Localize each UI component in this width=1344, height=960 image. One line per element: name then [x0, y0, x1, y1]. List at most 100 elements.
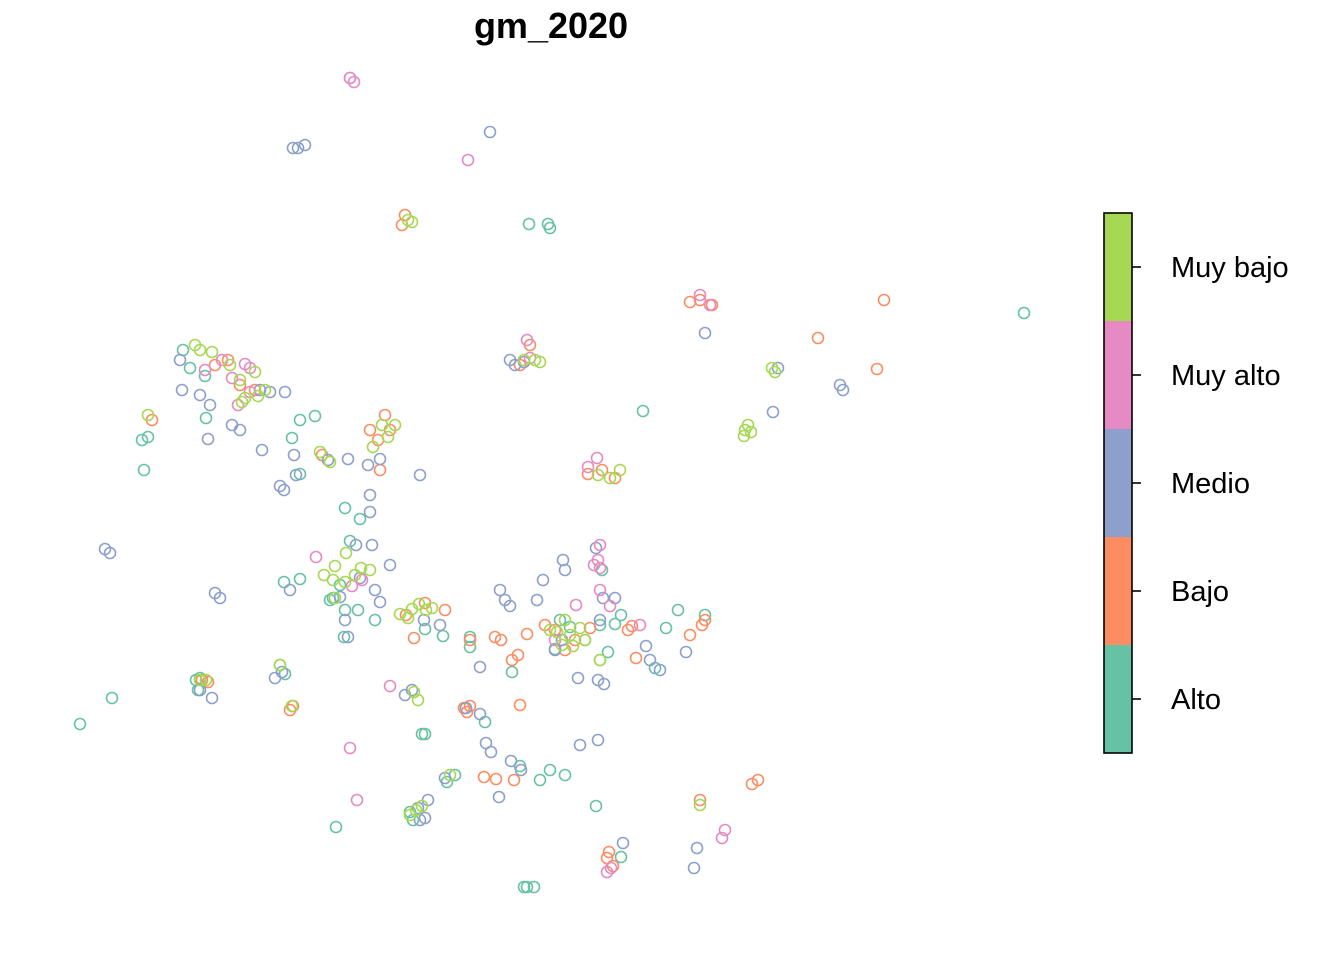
- data-point: [517, 880, 531, 894]
- data-point: [558, 563, 572, 577]
- data-point: [603, 599, 617, 613]
- data-point: [363, 563, 377, 577]
- data-point: [633, 618, 647, 632]
- data-point: [275, 665, 289, 679]
- data-point: [289, 468, 303, 482]
- legend-label: Alto: [1171, 684, 1221, 716]
- data-point: [870, 362, 884, 376]
- data-point: [328, 559, 342, 573]
- data-point: [383, 679, 397, 693]
- data-point: [199, 673, 213, 687]
- data-point: [418, 622, 432, 636]
- data-point: [411, 693, 425, 707]
- data-point: [639, 639, 653, 653]
- data-point: [596, 591, 610, 605]
- data-point: [590, 451, 604, 465]
- data-point: [233, 373, 247, 387]
- data-point: [718, 823, 732, 837]
- data-point: [323, 455, 337, 469]
- data-point: [363, 423, 377, 437]
- data-point: [368, 613, 382, 627]
- data-point: [349, 538, 363, 552]
- data-point: [208, 586, 222, 600]
- data-point: [608, 617, 622, 631]
- data-point: [199, 411, 213, 425]
- data-point: [366, 440, 380, 454]
- legend-label: Medio: [1171, 468, 1250, 500]
- data-point: [581, 460, 595, 474]
- data-point: [514, 763, 528, 777]
- data-point: [488, 630, 502, 644]
- data-point: [608, 591, 622, 605]
- data-point: [741, 418, 755, 432]
- data-point: [278, 385, 292, 399]
- data-point: [591, 468, 605, 482]
- data-point: [513, 698, 527, 712]
- data-point: [698, 326, 712, 340]
- data-point: [558, 768, 572, 782]
- data-point: [550, 625, 564, 639]
- data-point: [593, 583, 607, 597]
- data-point: [273, 658, 287, 672]
- data-point: [341, 452, 355, 466]
- data-point: [493, 583, 507, 597]
- points-layer: [73, 71, 1031, 894]
- data-point: [413, 468, 427, 482]
- data-point: [223, 358, 237, 372]
- data-point: [203, 398, 217, 412]
- data-point: [511, 648, 525, 662]
- legend-swatch: [1104, 645, 1132, 753]
- data-point: [283, 583, 297, 597]
- legend-ticks: [1132, 266, 1141, 700]
- data-point: [405, 602, 419, 616]
- data-point: [522, 217, 536, 231]
- data-point: [483, 125, 497, 139]
- data-point: [273, 479, 287, 493]
- data-point: [293, 572, 307, 586]
- data-point: [135, 433, 149, 447]
- data-point: [308, 409, 322, 423]
- data-point: [698, 613, 712, 627]
- data-point: [536, 573, 550, 587]
- data-point: [625, 619, 639, 633]
- legend-swatch: [1104, 321, 1132, 429]
- data-point: [548, 623, 562, 637]
- data-point: [373, 595, 387, 609]
- data-point: [313, 445, 327, 459]
- data-point: [255, 443, 269, 457]
- data-point: [578, 633, 592, 647]
- data-point: [381, 430, 395, 444]
- data-point: [581, 467, 595, 481]
- data-point: [583, 621, 597, 635]
- data-point: [105, 691, 119, 705]
- series-bajo: [145, 208, 891, 873]
- data-point: [343, 71, 357, 85]
- data-point: [520, 627, 534, 641]
- data-point: [621, 623, 635, 637]
- data-point: [329, 820, 343, 834]
- data-point: [836, 383, 850, 397]
- data-point: [251, 389, 265, 403]
- data-point: [277, 575, 291, 589]
- data-point: [415, 799, 429, 813]
- data-point: [473, 707, 487, 721]
- series-muy-bajo: [141, 213, 782, 822]
- data-point: [616, 836, 630, 850]
- data-point: [503, 599, 517, 613]
- data-point: [443, 768, 457, 782]
- data-point: [338, 603, 352, 617]
- series-muy-alto: [198, 71, 732, 879]
- data-point: [347, 75, 361, 89]
- data-point: [333, 590, 347, 604]
- data-point: [233, 423, 247, 437]
- data-point: [418, 727, 432, 741]
- data-point: [205, 691, 219, 705]
- data-point: [877, 293, 891, 307]
- data-point: [141, 430, 155, 444]
- legend-swatch: [1104, 213, 1132, 321]
- data-point: [137, 463, 151, 477]
- data-point: [328, 591, 342, 605]
- data-point: [193, 673, 207, 687]
- data-point: [193, 343, 207, 357]
- data-point: [478, 715, 492, 729]
